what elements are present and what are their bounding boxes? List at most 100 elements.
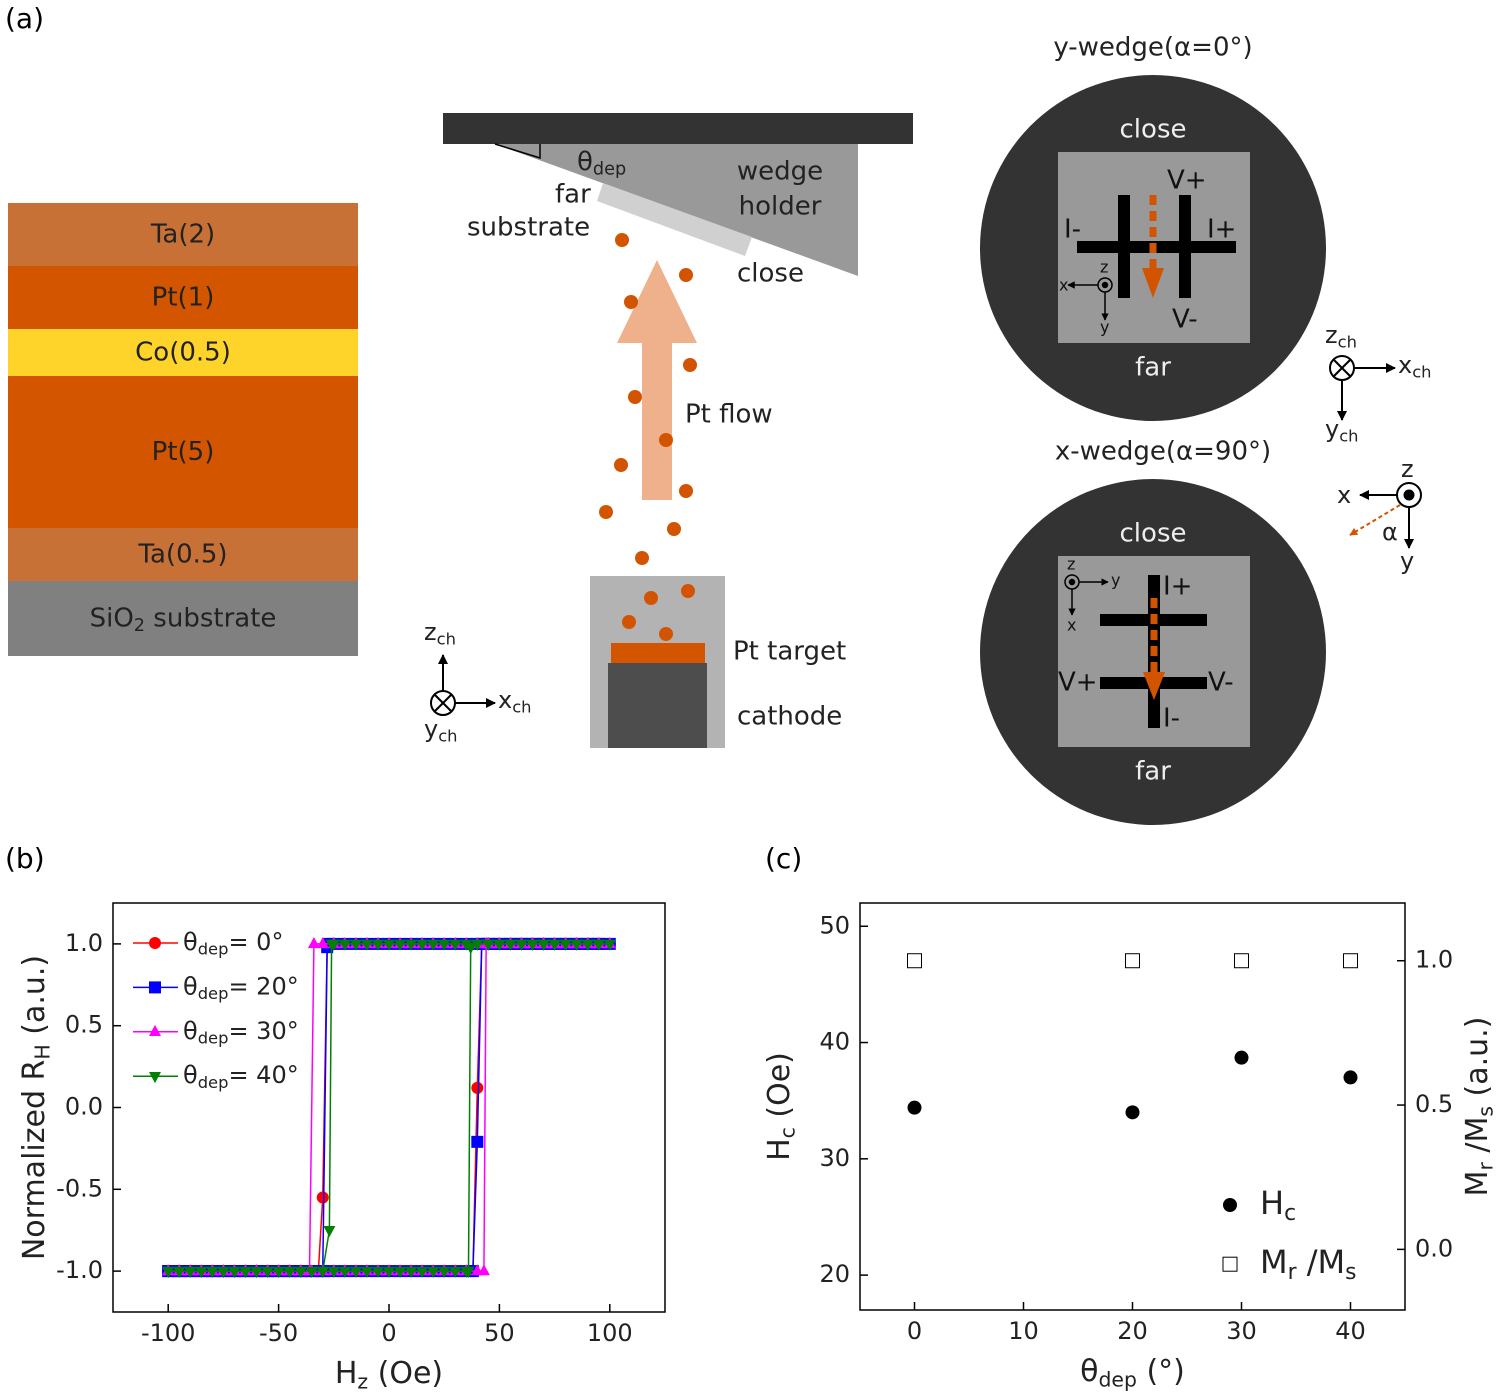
y-tick-label: 1.0 bbox=[65, 929, 103, 957]
data-point bbox=[305, 1266, 318, 1278]
data-point bbox=[427, 1266, 440, 1278]
cathode-label: cathode bbox=[737, 702, 842, 732]
axis-y: y bbox=[1400, 547, 1414, 575]
axis-y: y bbox=[1100, 318, 1109, 337]
axis-y: ych bbox=[424, 715, 458, 745]
data-point bbox=[427, 939, 440, 951]
wedge-title: y-wedge(α=0°) bbox=[1053, 33, 1252, 63]
deposition-setup: θdep far substrate wedge holder close Pt… bbox=[424, 113, 913, 748]
substrate bbox=[597, 183, 752, 256]
text-part: Pt(1) bbox=[152, 282, 215, 312]
axes-glyph bbox=[430, 654, 496, 716]
data-point bbox=[360, 1266, 373, 1278]
far-label: far bbox=[1135, 353, 1171, 383]
contact-label: V+ bbox=[1167, 166, 1207, 196]
text-part: H bbox=[335, 1356, 358, 1391]
data-point bbox=[462, 1266, 475, 1278]
text-part: ch bbox=[1338, 332, 1357, 351]
text-part: dep bbox=[1098, 1367, 1136, 1391]
data-point bbox=[493, 939, 506, 951]
text-part: Ta(0.5) bbox=[137, 539, 227, 569]
data-point bbox=[228, 1266, 241, 1278]
contact-label: I+ bbox=[1163, 572, 1192, 602]
layer bbox=[8, 329, 358, 376]
text-part: (Oe) bbox=[762, 1052, 797, 1127]
data-point bbox=[206, 1266, 219, 1278]
x-tick-label: 40 bbox=[1335, 1317, 1366, 1345]
legend-label: Hc bbox=[1260, 1184, 1296, 1226]
data-point bbox=[184, 1266, 197, 1278]
data-point bbox=[449, 939, 462, 951]
plot-frame bbox=[112, 902, 666, 1313]
target-label: Pt target bbox=[733, 637, 846, 667]
text-part: c bbox=[775, 1127, 799, 1138]
data-point bbox=[907, 1100, 922, 1115]
data-point bbox=[383, 939, 395, 951]
data-point bbox=[559, 939, 572, 951]
wedge-direction-head bbox=[1142, 268, 1164, 298]
angle-label: θdep bbox=[577, 147, 626, 180]
layer-label: Ta(0.5) bbox=[137, 539, 227, 569]
text-part: x bbox=[498, 686, 512, 714]
data-point bbox=[548, 939, 561, 951]
text-part: θ bbox=[183, 1017, 198, 1045]
data-point bbox=[316, 1191, 329, 1204]
text-part: = 0° bbox=[228, 928, 283, 956]
layer bbox=[8, 266, 358, 329]
angle-mark bbox=[494, 143, 541, 160]
data-point bbox=[250, 1266, 263, 1278]
data-point bbox=[1125, 1105, 1140, 1120]
data-point bbox=[438, 1266, 451, 1278]
holder-bar bbox=[443, 113, 913, 144]
data-point bbox=[449, 1266, 462, 1278]
text-part: dep bbox=[593, 159, 626, 179]
y-axis-label: Normalized RH (a.u.) bbox=[17, 955, 55, 1260]
y2-tick-label: 1.0 bbox=[1415, 946, 1453, 974]
layer bbox=[8, 528, 358, 581]
axis-z: zch bbox=[1325, 321, 1357, 351]
layer-label: Pt(1) bbox=[152, 282, 215, 312]
axis-y: ych bbox=[1325, 415, 1359, 445]
text-part: s bbox=[1345, 1260, 1356, 1285]
text-part: substrate bbox=[145, 603, 276, 633]
text-part: y bbox=[1325, 415, 1339, 443]
data-point bbox=[1125, 953, 1140, 969]
text-part: /M bbox=[1297, 1243, 1346, 1281]
text-part: z bbox=[357, 1369, 368, 1393]
text-part: SiO bbox=[90, 603, 134, 633]
data-point bbox=[570, 939, 583, 951]
data-point bbox=[283, 1266, 296, 1278]
close-label: close bbox=[1120, 519, 1187, 549]
text-part: dep bbox=[198, 1028, 229, 1047]
axes-glyph bbox=[1067, 277, 1113, 321]
x-axis-label: θdep (°) bbox=[1080, 1354, 1185, 1392]
y-tick-label: 30 bbox=[819, 1144, 850, 1172]
data-point bbox=[360, 939, 373, 951]
text-part: dep bbox=[198, 984, 229, 1003]
text-part: s bbox=[1473, 1106, 1497, 1117]
layer-label: SiO2 substrate bbox=[90, 603, 277, 636]
wafer-y-wedge: y-wedge(α=0°) close far V+ I- I+ V- z x … bbox=[980, 33, 1326, 421]
data-point bbox=[307, 937, 320, 949]
contact-label: V+ bbox=[1058, 668, 1098, 698]
x-tick-label: -50 bbox=[259, 1319, 298, 1347]
data-point bbox=[383, 1266, 395, 1278]
axis-z: z bbox=[1401, 455, 1414, 483]
legend-label: θdep= 40° bbox=[183, 1061, 299, 1091]
data-point bbox=[1343, 1070, 1358, 1085]
panel-label: (a) bbox=[5, 2, 44, 35]
legend-label: θdep= 30° bbox=[183, 1017, 299, 1047]
holder-label: wedge bbox=[737, 157, 823, 187]
layer bbox=[8, 203, 358, 266]
data-point bbox=[371, 939, 384, 951]
text-part: (°) bbox=[1137, 1354, 1185, 1389]
axis-x: x bbox=[1059, 276, 1068, 295]
text-part: ch bbox=[438, 726, 457, 745]
text-part: Pt(5) bbox=[152, 437, 215, 467]
data-point bbox=[316, 1266, 329, 1278]
text-part: Co(0.5) bbox=[135, 337, 231, 367]
text-part: x bbox=[1398, 351, 1412, 379]
text-part: 2 bbox=[134, 616, 145, 636]
text-part: = 40° bbox=[228, 1061, 298, 1089]
